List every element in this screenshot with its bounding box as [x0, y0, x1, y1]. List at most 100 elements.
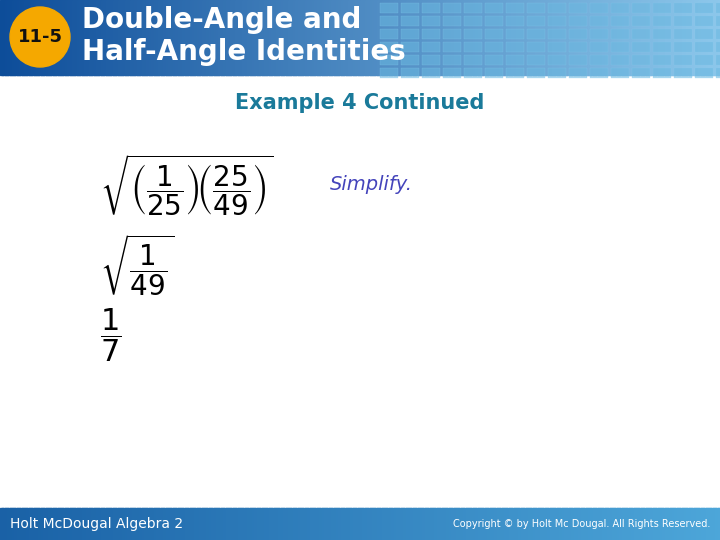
Bar — [53, 0, 56, 75]
Bar — [336, 0, 339, 75]
Bar — [513, 508, 517, 540]
Bar — [65, 0, 68, 75]
Bar — [605, 508, 608, 540]
Bar — [137, 508, 140, 540]
Bar — [706, 0, 709, 75]
Bar — [380, 42, 398, 52]
Bar — [187, 508, 191, 540]
Bar — [315, 0, 318, 75]
Bar — [574, 0, 577, 75]
Bar — [706, 508, 709, 540]
Bar — [425, 508, 428, 540]
Bar — [218, 0, 222, 75]
Bar — [485, 508, 488, 540]
Bar — [667, 508, 670, 540]
Bar — [548, 42, 566, 52]
Bar — [611, 55, 629, 65]
Bar — [351, 508, 354, 540]
Bar — [527, 3, 545, 13]
Text: Simplify.: Simplify. — [330, 176, 413, 194]
Bar — [590, 68, 608, 78]
Bar — [43, 0, 47, 75]
Bar — [665, 0, 668, 75]
Bar — [197, 508, 200, 540]
Bar — [492, 508, 495, 540]
Bar — [394, 0, 397, 75]
Bar — [653, 508, 656, 540]
Bar — [79, 508, 83, 540]
Bar — [516, 508, 519, 540]
Bar — [716, 55, 720, 65]
Bar — [173, 508, 176, 540]
Bar — [43, 508, 47, 540]
Bar — [581, 508, 584, 540]
Bar — [106, 0, 109, 75]
Bar — [293, 0, 296, 75]
Bar — [274, 508, 277, 540]
Bar — [696, 0, 699, 75]
Bar — [161, 508, 164, 540]
Bar — [423, 508, 426, 540]
Bar — [324, 508, 328, 540]
Bar — [319, 508, 323, 540]
Bar — [403, 0, 407, 75]
Bar — [449, 0, 452, 75]
Bar — [632, 42, 650, 52]
Bar — [34, 508, 37, 540]
Bar — [590, 29, 608, 39]
Bar — [482, 0, 486, 75]
Bar — [549, 0, 553, 75]
Bar — [322, 508, 325, 540]
Bar — [477, 0, 481, 75]
Bar — [617, 508, 620, 540]
Bar — [45, 508, 49, 540]
Bar — [569, 42, 587, 52]
Bar — [276, 508, 279, 540]
Bar — [158, 508, 162, 540]
Bar — [497, 508, 500, 540]
Bar — [485, 0, 488, 75]
Bar — [506, 42, 524, 52]
Bar — [281, 0, 284, 75]
Bar — [149, 0, 152, 75]
Bar — [338, 508, 342, 540]
Bar — [290, 508, 294, 540]
Bar — [238, 0, 241, 75]
Bar — [168, 508, 171, 540]
Bar — [590, 16, 608, 26]
Bar — [254, 508, 258, 540]
Bar — [120, 0, 123, 75]
Bar — [2, 508, 6, 540]
Bar — [506, 68, 524, 78]
Bar — [230, 508, 234, 540]
Bar — [418, 508, 421, 540]
Bar — [531, 0, 534, 75]
Bar — [247, 508, 251, 540]
Bar — [17, 0, 20, 75]
Bar — [653, 0, 656, 75]
Bar — [711, 508, 714, 540]
Bar — [331, 0, 335, 75]
Bar — [427, 0, 431, 75]
Bar — [648, 508, 652, 540]
Text: Holt McDougal Algebra 2: Holt McDougal Algebra 2 — [10, 517, 183, 531]
Bar — [379, 508, 382, 540]
Bar — [682, 508, 685, 540]
Bar — [264, 508, 267, 540]
Bar — [319, 0, 323, 75]
Bar — [12, 0, 15, 75]
Bar — [312, 0, 315, 75]
Bar — [675, 0, 678, 75]
Bar — [695, 3, 713, 13]
Bar — [250, 0, 253, 75]
Text: $\sqrt{\dfrac{1}{49}}$: $\sqrt{\dfrac{1}{49}}$ — [100, 232, 174, 298]
Bar — [643, 508, 647, 540]
Bar — [716, 42, 720, 52]
Bar — [276, 0, 279, 75]
Bar — [151, 0, 155, 75]
Bar — [557, 0, 560, 75]
Bar — [422, 29, 440, 39]
Bar — [689, 508, 692, 540]
Bar — [360, 508, 364, 540]
Bar — [142, 0, 145, 75]
